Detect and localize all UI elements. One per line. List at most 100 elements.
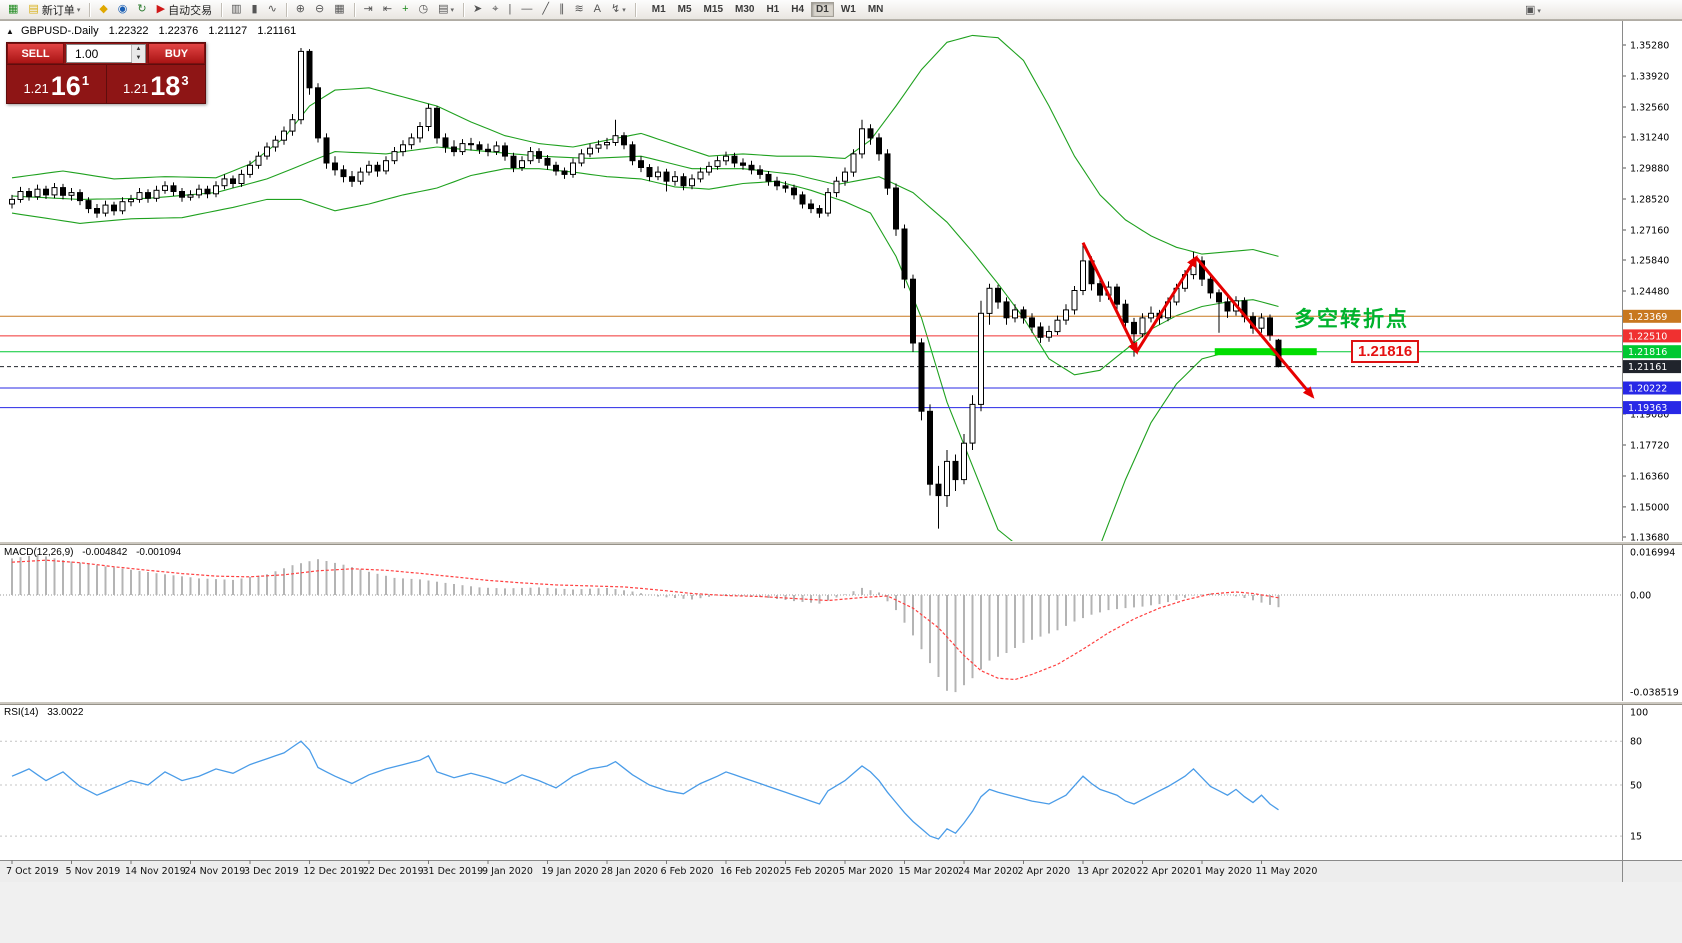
cursor-icon[interactable]: ➤ [469,0,486,19]
svg-text:1.32560: 1.32560 [1630,102,1669,113]
bollinger-upper-band [11,34,1279,257]
time-axis[interactable] [0,860,1682,882]
volume-down-icon[interactable]: ▼ [132,54,145,63]
candlestick-chart-icon[interactable]: ▮ [248,0,262,19]
svg-text:15: 15 [1630,832,1642,843]
toolbar-separator [285,2,287,17]
indicators-icon: + [402,3,409,15]
zoom-out-icon: ⊖ [315,3,325,15]
one-click-trading-toggle-icon[interactable]: ▲ [6,27,14,36]
timeframe-m30[interactable]: M30 [735,4,755,15]
volume-stepper[interactable]: 1.00 ▲ ▼ [66,44,146,63]
period-icon: ◷ [418,3,429,15]
crosshair-icon: ⌖ [492,3,499,15]
panel-splitter[interactable] [0,701,1682,705]
timeframe-m1[interactable]: M1 [651,4,666,15]
svg-text:1.31240: 1.31240 [1630,133,1669,144]
terminal-icon[interactable]: ▦ [4,0,22,19]
svg-text:2 Apr 2020: 2 Apr 2020 [1018,866,1071,877]
indicators-icon[interactable]: + [398,0,412,19]
svg-text:1.33920: 1.33920 [1630,71,1669,82]
svg-text:24 Mar 2020: 24 Mar 2020 [958,866,1018,877]
svg-text:-0.038519: -0.038519 [1630,688,1679,699]
svg-text:14 Nov 2019: 14 Nov 2019 [125,866,186,877]
accounts-icon: ◉ [117,3,128,15]
market-watch-icon[interactable]: ◆ [95,0,111,19]
timeframe-h4[interactable]: H4 [791,4,805,15]
bar-chart-icon[interactable]: ▥ [227,0,245,19]
svg-text:22 Dec 2019: 22 Dec 2019 [363,866,424,877]
volume-value[interactable]: 1.00 [75,46,99,61]
macd-signal-line [11,559,1279,681]
trend-arrow[interactable] [1081,242,1138,355]
panel-splitter[interactable] [0,541,1682,545]
text-label-icon: A [593,3,601,15]
rsi-panel[interactable] [0,740,1622,840]
macd-panel[interactable] [0,554,1622,693]
refresh-icon[interactable]: ↻ [133,0,150,19]
chart-shift-icon[interactable]: ⇤ [379,0,396,19]
autotrading-button: ▶ [156,3,166,15]
timeframe-h1[interactable]: H1 [766,4,780,15]
autotrading-button[interactable]: ▶ 自动交易 [153,0,216,19]
buy-price-small: 1.21 [122,80,149,96]
toolbar: ▦ ▤ 新订单 ▾ ◆ ◉ ↻ ▶ 自动交易 ▥ ▮ ∿ ⊕ ⊖ ▦ ⇥ ⇤ + ◷ ▤ ▾ ➤ ⌖ | — ╱ ∥ ≋ A ↯ ▾ M1 M… [0,0,1682,20]
bollinger-lower-band [11,168,1279,542]
vertical-line-icon[interactable]: | [504,0,515,19]
timeframe-w1[interactable]: W1 [840,4,856,15]
toolbar-separator [89,2,91,17]
support-price-label[interactable]: 1.21816 [1351,340,1420,363]
timeframe-m5[interactable]: M5 [677,4,692,15]
new-order-button-label: 新订单 [41,4,75,17]
period-icon[interactable]: ◷ [415,0,433,19]
zoom-in-icon[interactable]: ⊕ [292,0,309,19]
accounts-icon[interactable]: ◉ [114,0,132,19]
toolbar-right: ▣ ▾ [1520,1,1546,20]
trend-arrow[interactable] [1194,256,1315,399]
tile-windows-icon[interactable]: ▦ [330,0,348,19]
text-label-icon[interactable]: A [590,0,605,19]
candlestick-chart-icon: ▮ [251,3,258,15]
fibonacci-icon[interactable]: ≋ [570,0,587,19]
arrow-objects-icon[interactable]: ↯ ▾ [607,0,630,19]
macd-label: MACD(12,26,9) -0.004842 -0.001094 [4,547,181,558]
price-axis[interactable]: 1.35280 1.33920 1.32560 1.31240 1.29880 1.285… [1622,41,1681,843]
open-value: 1.22322 [108,25,149,37]
new-order-button[interactable]: ▤ 新订单 ▾ [24,0,84,19]
trendline-icon[interactable]: ╱ [538,0,553,19]
line-chart-icon: ∿ [267,3,277,15]
line-chart-icon[interactable]: ∿ [264,0,281,19]
template-icon[interactable]: ▤ ▾ [434,0,458,19]
bollinger-middle-band [11,146,1279,376]
crosshair-icon[interactable]: ⌖ [488,0,502,19]
turning-point-annotation[interactable]: 多空转折点 [1294,308,1409,331]
svg-text:16 Feb 2020: 16 Feb 2020 [720,866,779,877]
svg-text:1.23369: 1.23369 [1628,312,1667,323]
svg-text:7 Oct 2019: 7 Oct 2019 [6,866,59,877]
auto-scroll-icon[interactable]: ⇥ [360,0,377,19]
timeframe-mn[interactable]: MN [867,4,884,15]
rsi-title: RSI(14) [4,707,39,718]
timeframe-d1[interactable]: D1 [811,2,834,17]
sell-price[interactable]: 1.21 16 1 [7,65,107,103]
channel-icon: ∥ [558,3,565,15]
price-level-tag [1623,329,1681,343]
sell-button[interactable]: SELL [7,43,64,64]
zoom-out-icon[interactable]: ⊖ [311,0,328,19]
new-chart-icon[interactable]: ▣ ▾ [1521,1,1545,20]
trend-arrow[interactable] [1135,254,1198,353]
svg-text:1 May 2020: 1 May 2020 [1196,866,1252,877]
bottom-strip [0,882,1682,943]
market-watch-icon: ◆ [99,3,108,15]
horizontal-line-icon[interactable]: — [517,0,536,19]
price-panel[interactable] [0,34,1622,568]
timeframe-m15[interactable]: M15 [703,4,723,15]
svg-text:50: 50 [1630,781,1642,792]
volume-up-icon[interactable]: ▲ [132,45,145,54]
buy-price[interactable]: 1.21 18 3 [107,65,206,103]
channel-icon[interactable]: ∥ [555,0,569,19]
support-zone-bar[interactable] [1214,348,1317,356]
buy-button[interactable]: BUY [148,43,205,64]
